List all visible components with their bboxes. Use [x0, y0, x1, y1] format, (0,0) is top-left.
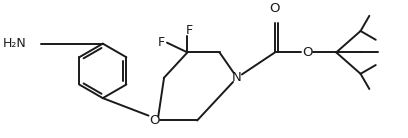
Text: F: F — [186, 23, 193, 37]
Text: O: O — [302, 46, 312, 59]
Text: N: N — [232, 71, 242, 84]
Text: F: F — [158, 36, 165, 49]
Text: H₂N: H₂N — [3, 37, 27, 50]
Text: O: O — [270, 2, 280, 15]
Text: O: O — [149, 114, 160, 127]
